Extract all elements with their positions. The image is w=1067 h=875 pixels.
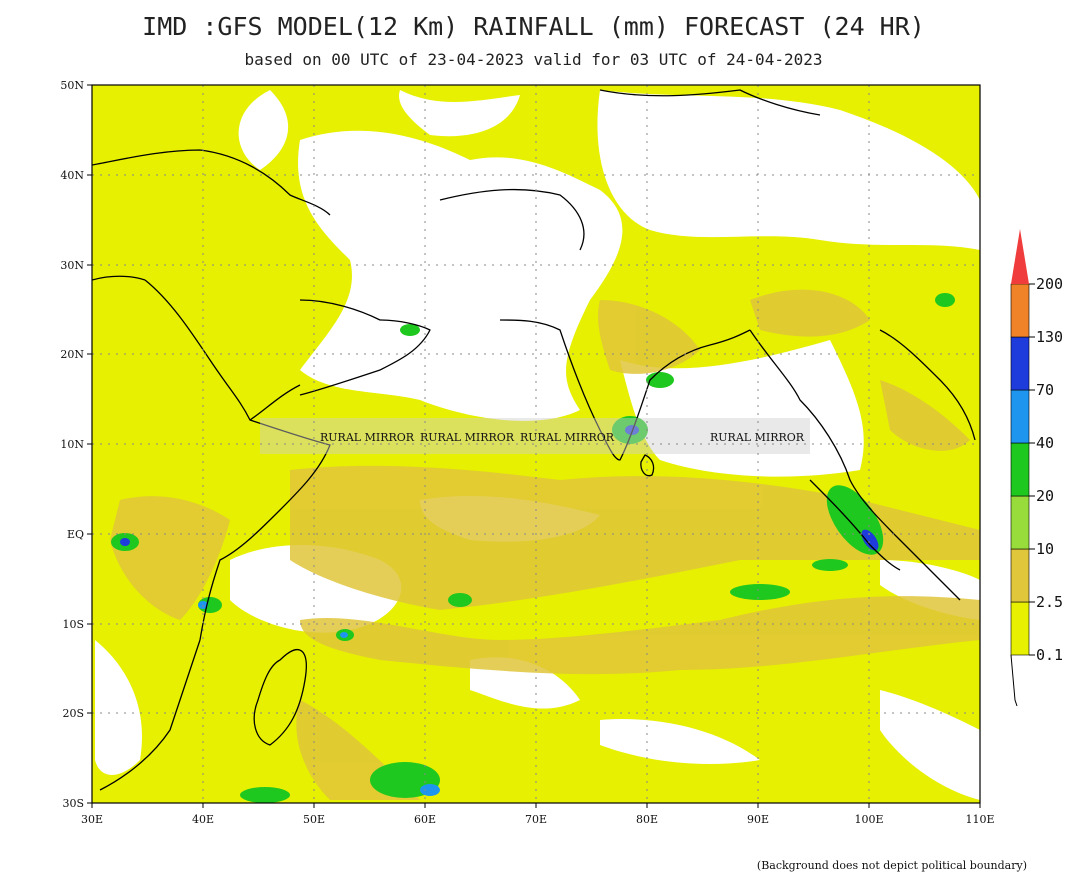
boundary-disclaimer: (Background does not depict political bo… <box>756 859 1027 872</box>
heavy-rain-patches <box>111 293 955 803</box>
legend-swatch <box>1010 336 1030 391</box>
lat-label: EQ <box>67 528 84 541</box>
legend-label: 10 <box>1036 540 1054 558</box>
lon-label: 40E <box>192 813 214 826</box>
legend-swatch <box>1010 442 1030 497</box>
legend-swatch <box>1010 495 1030 550</box>
watermark-text-4: RURAL MIRROR <box>710 431 805 444</box>
watermark-text-2: RURAL MIRROR <box>420 431 515 444</box>
lon-label: 110E <box>965 813 994 826</box>
legend-label: 20 <box>1036 487 1054 505</box>
axis-ticks <box>87 84 981 808</box>
dry-regions <box>95 90 980 800</box>
lon-label: 100E <box>854 813 883 826</box>
lat-label: 10S <box>62 618 84 631</box>
lon-label: 60E <box>414 813 436 826</box>
watermark: RURAL MIRROR RURAL MIRROR RURAL MIRROR R… <box>260 418 810 454</box>
rainfall-legend: 0.1 2.5 10 20 40 70 130 200 <box>1010 229 1063 707</box>
legend-label: 200 <box>1036 275 1063 293</box>
latitude-labels: 50N 40N 30N 20N 10N EQ 10S 20S 30S <box>60 79 84 810</box>
legend-label: 130 <box>1036 328 1063 346</box>
lat-label: 50N <box>60 79 84 92</box>
lon-label: 90E <box>747 813 769 826</box>
lat-label: 20N <box>60 348 84 361</box>
legend-swatch <box>1010 283 1030 338</box>
legend-swatch <box>1010 548 1030 603</box>
chart-title: IMD :GFS MODEL(12 Km) RAINFALL (mm) FORE… <box>142 12 925 41</box>
moderate-rain-bands <box>110 289 980 800</box>
legend-label: 0.1 <box>1036 646 1063 664</box>
watermark-text-1: RURAL MIRROR <box>320 431 415 444</box>
legend-min-tail <box>1010 654 1018 707</box>
chart-subtitle: based on 00 UTC of 23-04-2023 valid for … <box>244 50 823 69</box>
legend-label: 40 <box>1036 434 1054 452</box>
legend-label: 2.5 <box>1036 593 1063 611</box>
lat-label: 20S <box>62 707 84 720</box>
lon-label: 70E <box>525 813 547 826</box>
lon-label: 50E <box>303 813 325 826</box>
legend-swatch <box>1010 389 1030 444</box>
legend-swatch <box>1010 601 1030 656</box>
lat-label: 40N <box>60 169 84 182</box>
longitude-labels: 30E 40E 50E 60E 70E 80E 90E 100E 110E <box>81 813 995 826</box>
watermark-text-3: RURAL MIRROR <box>520 431 615 444</box>
lat-label: 10N <box>60 438 84 451</box>
legend-swatches <box>1010 229 1030 707</box>
legend-labels: 0.1 2.5 10 20 40 70 130 200 <box>1029 275 1063 664</box>
legend-max-arrow <box>1011 229 1029 284</box>
lat-label: 30S <box>62 797 84 810</box>
coastlines <box>92 89 976 791</box>
lat-label: 30N <box>60 259 84 272</box>
rainfall-field: RURAL MIRROR RURAL MIRROR RURAL MIRROR R… <box>92 85 980 803</box>
very-heavy-rain-patches <box>120 425 879 796</box>
lon-label: 30E <box>81 813 103 826</box>
legend-label: 70 <box>1036 381 1054 399</box>
lon-label: 80E <box>636 813 658 826</box>
